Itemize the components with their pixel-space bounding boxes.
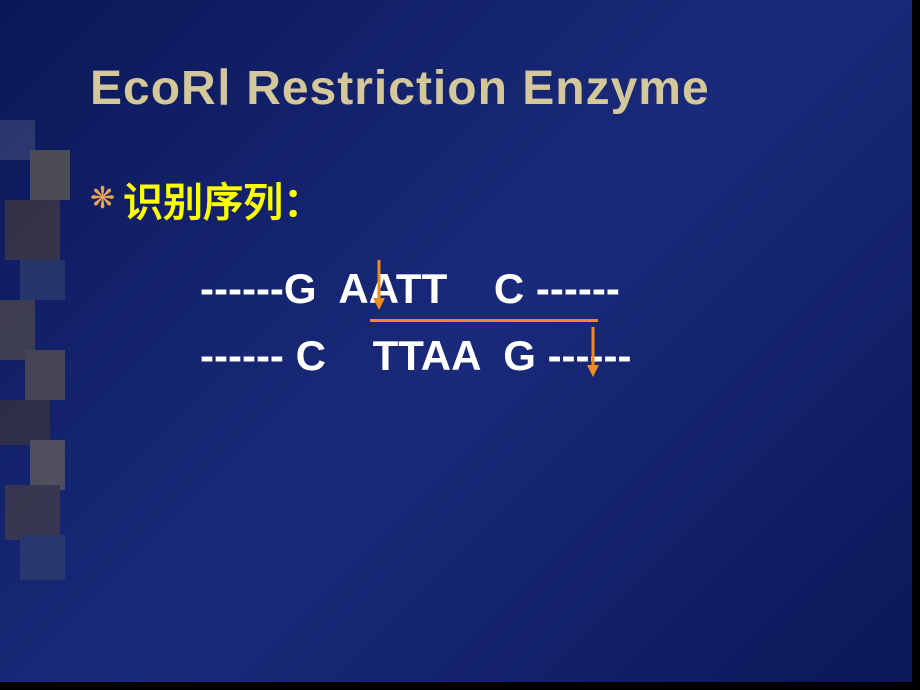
sequence-line-1: ------G AATT C ------ — [200, 255, 820, 322]
deco-block — [5, 485, 60, 540]
deco-block — [25, 350, 65, 400]
deco-block — [0, 400, 50, 445]
decorative-strip — [0, 120, 70, 590]
cut-arrow-top — [372, 260, 386, 310]
deco-block — [20, 535, 65, 580]
cut-arrow-bottom — [586, 327, 600, 377]
deco-block — [20, 260, 65, 300]
deco-block — [30, 150, 70, 200]
sequence-diagram: ------G AATT C ------ ------ C TTAA G --… — [200, 255, 820, 389]
border-bottom — [0, 682, 920, 690]
subtitle: 识别序列： — [123, 170, 323, 228]
sequence-line-2: ------ C TTAA G ------ — [200, 322, 820, 389]
border-right — [912, 0, 920, 690]
slide-title: EcoRⅠ Restriction Enzyme — [90, 60, 870, 116]
bullet-icon: ❋ — [90, 184, 115, 214]
deco-block — [5, 200, 60, 260]
deco-block — [30, 440, 65, 490]
subtitle-row: ❋ 识别序列： — [90, 170, 323, 228]
sequence-divider-line — [370, 319, 598, 322]
